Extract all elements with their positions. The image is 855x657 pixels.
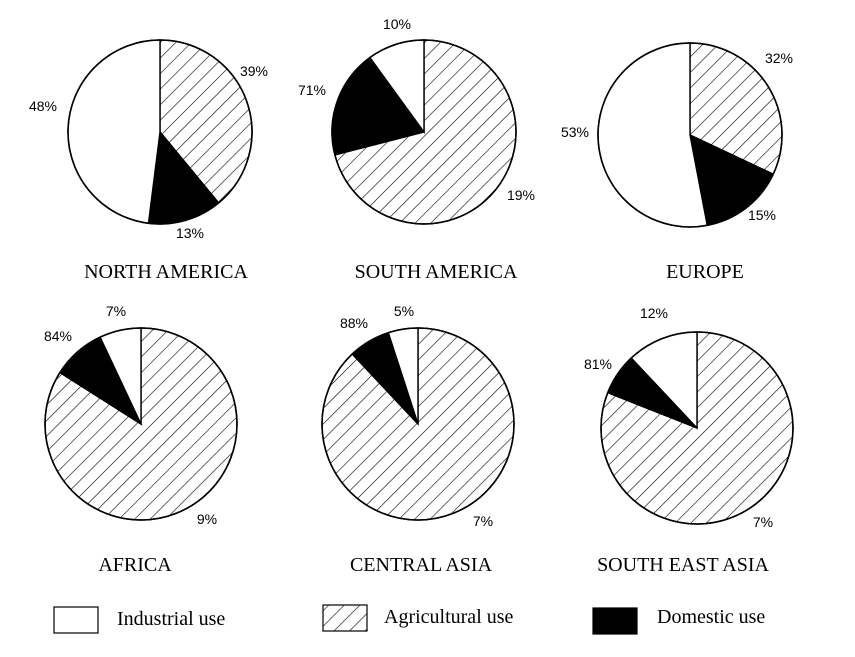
domestic-percent-label: 9% [197, 511, 217, 527]
legend-swatch [592, 607, 638, 635]
domestic-percent-label: 7% [753, 514, 773, 530]
legend-label: Agricultural use [384, 606, 514, 628]
legend-swatch [322, 604, 368, 632]
pie-central-asia: 5% 88% 7% CENTRAL ASIA [321, 303, 515, 576]
legend-item-industrial-use: Industrial use [53, 606, 225, 634]
legend-item-agricultural-use: Agricultural use [322, 604, 514, 632]
domestic-percent-label: 19% [507, 187, 535, 203]
legend-label: Domestic use [657, 606, 765, 628]
pie-outline [597, 42, 783, 228]
pie-europe: 53% 32% 15% EUROPE [561, 42, 793, 283]
domestic-percent-label: 15% [748, 207, 776, 223]
pies-layer: 48% 39% 13% NORTH AMERICA 10% 71% 19% SOUTH AME… [29, 16, 794, 576]
industrial-percent-label: 10% [383, 16, 411, 32]
agricultural-percent-label: 71% [298, 82, 326, 98]
industrial-percent-label: 53% [561, 124, 589, 140]
region-name: SOUTH AMERICA [355, 261, 518, 283]
pie-africa: 7% 84% 9% AFRICA [44, 303, 238, 576]
legend-item-domestic-use: Domestic use [592, 606, 765, 635]
legend-swatch [53, 606, 99, 634]
domestic-percent-label: 7% [473, 513, 493, 529]
agricultural-percent-label: 81% [584, 356, 612, 372]
industrial-percent-label: 5% [394, 303, 414, 319]
agricultural-percent-label: 88% [340, 315, 368, 331]
pie-south-east-asia: 12% 81% 7% SOUTH EAST ASIA [584, 305, 794, 576]
region-name: CENTRAL ASIA [350, 554, 493, 576]
industrial-percent-label: 48% [29, 98, 57, 114]
pie-outline [67, 39, 253, 225]
region-name: NORTH AMERICA [84, 261, 248, 283]
domestic-percent-label: 13% [176, 225, 204, 241]
pie-north-america: 48% 39% 13% NORTH AMERICA [29, 39, 268, 283]
region-name: EUROPE [666, 261, 744, 283]
pie-south-america: 10% 71% 19% SOUTH AMERICA [298, 16, 535, 283]
pie-outline [331, 39, 517, 225]
pie-outline [321, 327, 515, 521]
legend: Industrial use Agricultural use Domestic u… [53, 604, 765, 635]
region-name: AFRICA [98, 554, 172, 576]
agricultural-percent-label: 84% [44, 328, 72, 344]
agricultural-percent-label: 32% [765, 50, 793, 66]
industrial-percent-label: 7% [106, 303, 126, 319]
pie-outline [600, 331, 794, 525]
industrial-percent-label: 12% [640, 305, 668, 321]
legend-label: Industrial use [117, 608, 225, 630]
pie-outline [44, 327, 238, 521]
agricultural-percent-label: 39% [240, 63, 268, 79]
industrial-slice [67, 39, 161, 225]
region-name: SOUTH EAST ASIA [597, 554, 769, 576]
